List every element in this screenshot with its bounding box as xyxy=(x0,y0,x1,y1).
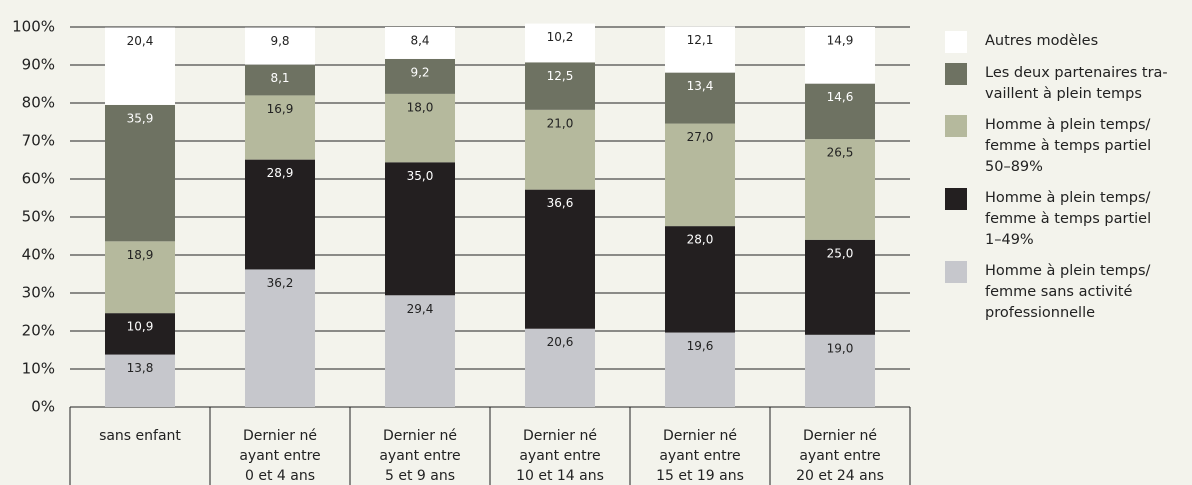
value-label: 14,9 xyxy=(827,34,854,48)
bar-segment xyxy=(525,189,595,329)
value-label: 20,4 xyxy=(127,34,154,48)
legend-item: Homme à plein temps/ femme à temps parti… xyxy=(945,115,1168,178)
x-tick-label: Dernier né ayant entre 0 et 4 ans xyxy=(239,428,320,484)
y-tick-label: 20% xyxy=(22,322,55,340)
value-label: 26,5 xyxy=(827,146,854,160)
y-tick-label: 70% xyxy=(22,132,55,150)
bar-segment xyxy=(105,104,175,242)
x-tick-label: Dernier né ayant entre 20 et 24 ans xyxy=(796,428,884,484)
value-label: 12,1 xyxy=(687,33,714,47)
y-tick-label: 0% xyxy=(31,398,55,416)
value-label: 27,0 xyxy=(687,130,714,144)
bar-segment xyxy=(105,27,175,105)
legend-item: Homme à plein temps/ femme sans activité… xyxy=(945,261,1168,324)
value-label: 19,0 xyxy=(827,341,854,355)
value-label: 35,0 xyxy=(407,169,434,183)
bar-segment xyxy=(665,72,735,124)
bar-segment xyxy=(665,226,735,333)
bar-segment xyxy=(245,95,315,160)
bar-segment xyxy=(385,58,455,94)
y-tick-label: 50% xyxy=(22,208,55,226)
bar-segment xyxy=(105,354,175,407)
y-tick-label: 100% xyxy=(12,18,55,36)
legend-swatch xyxy=(945,31,967,53)
bar-segment xyxy=(385,27,455,59)
legend-label: Homme à plein temps/ femme sans activité… xyxy=(985,263,1151,321)
y-tick-label: 90% xyxy=(22,56,55,74)
legend-item: Homme à plein temps/ femme à temps parti… xyxy=(945,188,1168,251)
value-label: 14,6 xyxy=(827,90,854,104)
bar-segment xyxy=(805,27,875,84)
bar-segment xyxy=(525,328,595,407)
value-label: 36,2 xyxy=(267,276,294,290)
value-label: 12,5 xyxy=(547,69,574,83)
legend-label: Homme à plein temps/ femme à temps parti… xyxy=(985,117,1152,175)
legend-swatch xyxy=(945,188,967,210)
bar-segment xyxy=(245,269,315,407)
bar-segment xyxy=(385,162,455,296)
bar-segment xyxy=(525,62,595,110)
bar-segment xyxy=(665,332,735,407)
value-label: 19,6 xyxy=(687,339,714,353)
legend: Autres modèles Les deux partenaires tra- … xyxy=(945,31,1168,324)
bar-segment xyxy=(665,123,735,227)
y-tick-label: 60% xyxy=(22,170,55,188)
bar-segment xyxy=(525,109,595,190)
value-label: 9,2 xyxy=(410,65,429,79)
y-tick-label: 80% xyxy=(22,94,55,112)
bar-segment xyxy=(525,23,595,63)
value-label: 13,4 xyxy=(687,79,714,93)
legend-label: Homme à plein temps/ femme à temps parti… xyxy=(985,190,1152,248)
value-label: 28,0 xyxy=(687,233,714,247)
value-label: 21,0 xyxy=(547,116,574,130)
bar-segment xyxy=(665,26,735,73)
legend-item: Les deux partenaires tra- vaillent à ple… xyxy=(945,63,1168,105)
value-label: 8,1 xyxy=(270,71,289,85)
value-label: 8,4 xyxy=(410,34,429,48)
value-label: 29,4 xyxy=(407,302,434,316)
bar-segment xyxy=(805,239,875,335)
y-tick-label: 30% xyxy=(22,284,55,302)
bar-segment xyxy=(245,159,315,270)
value-label: 36,6 xyxy=(547,196,574,210)
bar-segment xyxy=(105,241,175,314)
value-label: 9,8 xyxy=(270,34,289,48)
value-label: 10,9 xyxy=(127,320,154,334)
legend-label: Autres modèles xyxy=(985,33,1099,49)
legend-item: Autres modèles xyxy=(945,31,1168,53)
legend-swatch xyxy=(945,261,967,283)
bar-segment xyxy=(805,334,875,407)
chart: 0% 10% 20% 30% 40% 50% 60% 70% 80% 90% 100% sans en… xyxy=(12,18,911,485)
value-label: 18,9 xyxy=(127,248,154,262)
value-label: 35,9 xyxy=(127,111,154,125)
value-label: 16,9 xyxy=(267,102,294,116)
bar-segment xyxy=(385,295,455,407)
legend-swatch xyxy=(945,115,967,137)
y-tick-label: 40% xyxy=(22,246,55,264)
value-label: 10,2 xyxy=(547,30,574,44)
bar-segment xyxy=(105,313,175,355)
bar-segment xyxy=(245,27,315,65)
x-tick-label: sans enfant xyxy=(99,428,181,444)
legend-label: Les deux partenaires tra- vaillent à ple… xyxy=(985,65,1168,102)
x-tick-label: Dernier né ayant entre 15 et 19 ans xyxy=(656,428,744,484)
x-tick-label: Dernier né ayant entre 10 et 14 ans xyxy=(516,428,604,484)
legend-swatch xyxy=(945,63,967,85)
bar-segment xyxy=(805,83,875,140)
x-tick-label: Dernier né ayant entre 5 et 9 ans xyxy=(379,428,460,484)
y-tick-label: 10% xyxy=(22,360,55,378)
bar-segment xyxy=(385,93,455,163)
value-label: 28,9 xyxy=(267,166,294,180)
bar-segment xyxy=(245,64,315,96)
value-label: 25,0 xyxy=(827,246,854,260)
value-label: 18,0 xyxy=(407,100,434,114)
value-label: 20,6 xyxy=(547,335,574,349)
value-label: 13,8 xyxy=(127,361,154,375)
bar-segment xyxy=(805,139,875,240)
